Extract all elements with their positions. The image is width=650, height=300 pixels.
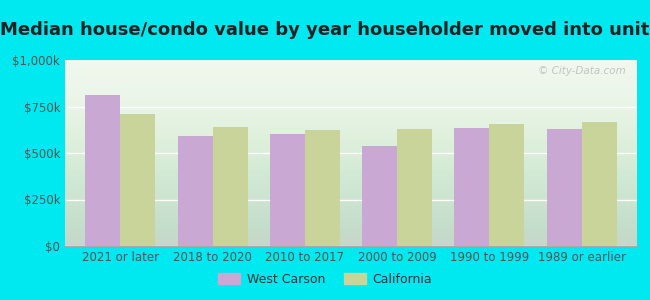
Bar	[177, 136, 213, 246]
Bar	[547, 129, 582, 246]
Bar	[305, 130, 340, 246]
Text: Median house/condo value by year householder moved into unit: Median house/condo value by year househo…	[0, 21, 650, 39]
Bar	[213, 127, 248, 246]
Bar	[582, 122, 617, 246]
Bar	[454, 128, 489, 246]
Legend: West Carson, California: West Carson, California	[213, 268, 437, 291]
Bar	[397, 129, 432, 246]
Text: © City-Data.com: © City-Data.com	[538, 66, 625, 76]
Bar	[489, 124, 525, 246]
Bar	[120, 114, 155, 246]
Bar	[362, 146, 397, 246]
Bar	[85, 95, 120, 246]
Bar	[270, 134, 305, 246]
